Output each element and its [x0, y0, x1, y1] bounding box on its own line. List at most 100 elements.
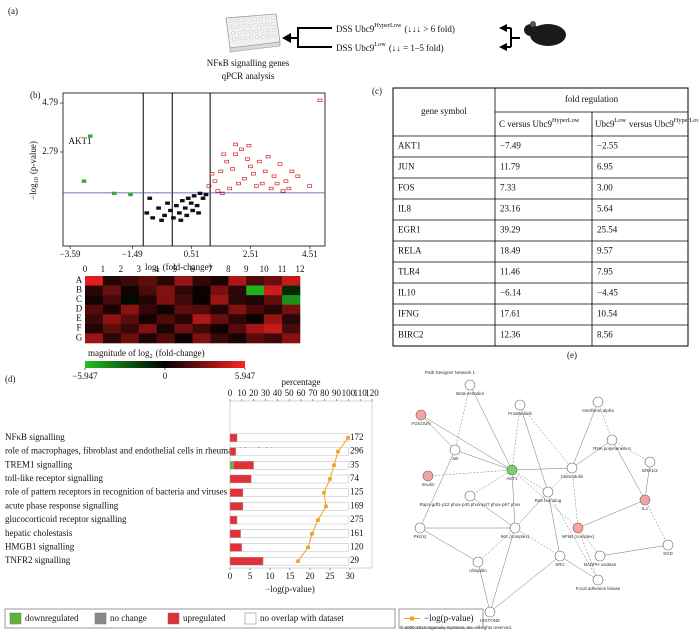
- heat-cell: [174, 276, 193, 286]
- column-label: 8: [226, 264, 231, 274]
- well: [235, 18, 240, 23]
- text-span: DSS Ubc9: [336, 43, 375, 53]
- x2-tick-label: 30: [346, 571, 356, 581]
- node-label: Ubiquitin: [469, 568, 487, 573]
- point: [259, 181, 265, 186]
- x-tick-label: 90: [332, 388, 342, 398]
- node-label: Beta-estradiol: [456, 391, 484, 396]
- count-label: 120: [350, 542, 364, 552]
- heat-cell: [282, 285, 301, 296]
- point: [283, 179, 289, 183]
- point: [178, 218, 184, 222]
- legend-swatch: [167, 612, 180, 625]
- heat-cell: [192, 295, 211, 306]
- network-edge: [644, 461, 651, 501]
- well: [230, 19, 234, 23]
- point: [242, 177, 247, 181]
- node-label: SOD: [663, 551, 674, 556]
- heat-cell: [85, 333, 104, 344]
- heat-cell: [264, 323, 283, 334]
- heat-cell: [102, 295, 122, 306]
- point: [262, 169, 268, 173]
- heat-cell: [120, 304, 140, 315]
- table-cell: 7.33: [500, 183, 516, 193]
- count-label: 296: [350, 446, 364, 456]
- column-label: 0: [83, 264, 88, 274]
- assay-text: NFκB signalling genes: [207, 58, 290, 68]
- category-label: TNFR2 signalling: [5, 555, 71, 565]
- heat-cell: [228, 295, 247, 306]
- table-cell: 17.61: [500, 309, 520, 319]
- point: [236, 181, 241, 186]
- text-span: C versus Ubc9: [499, 119, 552, 129]
- row-label: F: [76, 323, 81, 333]
- point: [200, 196, 206, 200]
- node-label: IL1: [642, 506, 649, 511]
- column-label: 2: [119, 264, 124, 274]
- table-cell: 11.46: [500, 267, 520, 277]
- assay-text: qPCR analysis: [222, 71, 275, 81]
- table-cell: 25.54: [597, 225, 618, 235]
- node-label: Interferon alpha: [582, 408, 614, 413]
- heat-cell: [192, 276, 211, 286]
- x2-tick-label: 5: [248, 571, 253, 581]
- point: [147, 196, 153, 200]
- well: [253, 17, 257, 22]
- category-label: acute phase response signalling: [5, 500, 119, 510]
- text-span: 2: [150, 353, 153, 360]
- column-label: 11: [278, 264, 287, 274]
- network-node: [514, 399, 526, 411]
- network-edge: [511, 404, 521, 471]
- legend-box: [4, 608, 396, 629]
- text-span: log: [145, 262, 157, 272]
- heat-cell: [156, 276, 175, 286]
- heat-cell: [246, 333, 265, 344]
- table-cell: −2.55: [597, 141, 618, 151]
- bar-segment: [229, 502, 244, 511]
- legend-swatch: [94, 612, 107, 625]
- legend-label: no change: [110, 613, 147, 623]
- legend-swatch: [244, 612, 257, 625]
- point: [182, 206, 188, 210]
- table-cell: 3.00: [597, 183, 613, 193]
- x-tick-label: 50: [285, 388, 295, 398]
- network-footer: © 2000-2012 Ingenuity Systems, Inc. All …: [400, 624, 512, 630]
- heat-cell: [192, 333, 211, 344]
- table-cell: −7.49: [500, 141, 521, 151]
- bar-segment: [229, 543, 243, 552]
- point: [248, 164, 253, 169]
- heat-cell: [85, 276, 104, 286]
- x2-tick-label: 10: [266, 571, 276, 581]
- point: [184, 213, 190, 218]
- heat-cell: [228, 285, 247, 296]
- legend-swatch: [9, 612, 22, 625]
- heat-cell: [138, 285, 157, 296]
- network-edge: [454, 384, 471, 451]
- count-label: 161: [350, 528, 364, 538]
- heat-cell: [246, 304, 265, 315]
- node-label: Calmodulin: [561, 474, 584, 479]
- point: [144, 211, 150, 215]
- bar-segment: [242, 502, 349, 511]
- line-point: [332, 463, 336, 468]
- table-cell: EGR1: [398, 225, 421, 235]
- table-cell: 10.54: [597, 309, 618, 319]
- table-cell: IL8: [398, 204, 411, 214]
- well: [259, 22, 264, 27]
- category-label: hepatic cholestasis: [5, 528, 73, 538]
- heat-cell: [210, 295, 229, 306]
- table-header: fold regulation: [565, 94, 619, 104]
- column-label: 1: [101, 264, 106, 274]
- well: [253, 23, 258, 28]
- point: [156, 206, 161, 210]
- point: [194, 203, 200, 208]
- point: [174, 203, 179, 208]
- point: [185, 196, 191, 200]
- node-label: Ras homolog: [535, 498, 562, 503]
- heat-cell: [138, 323, 157, 334]
- table-cell: 7.95: [597, 267, 613, 277]
- heat-cell: [120, 333, 140, 344]
- heat-cell: [264, 314, 283, 325]
- well: [248, 23, 252, 28]
- point: [168, 208, 173, 213]
